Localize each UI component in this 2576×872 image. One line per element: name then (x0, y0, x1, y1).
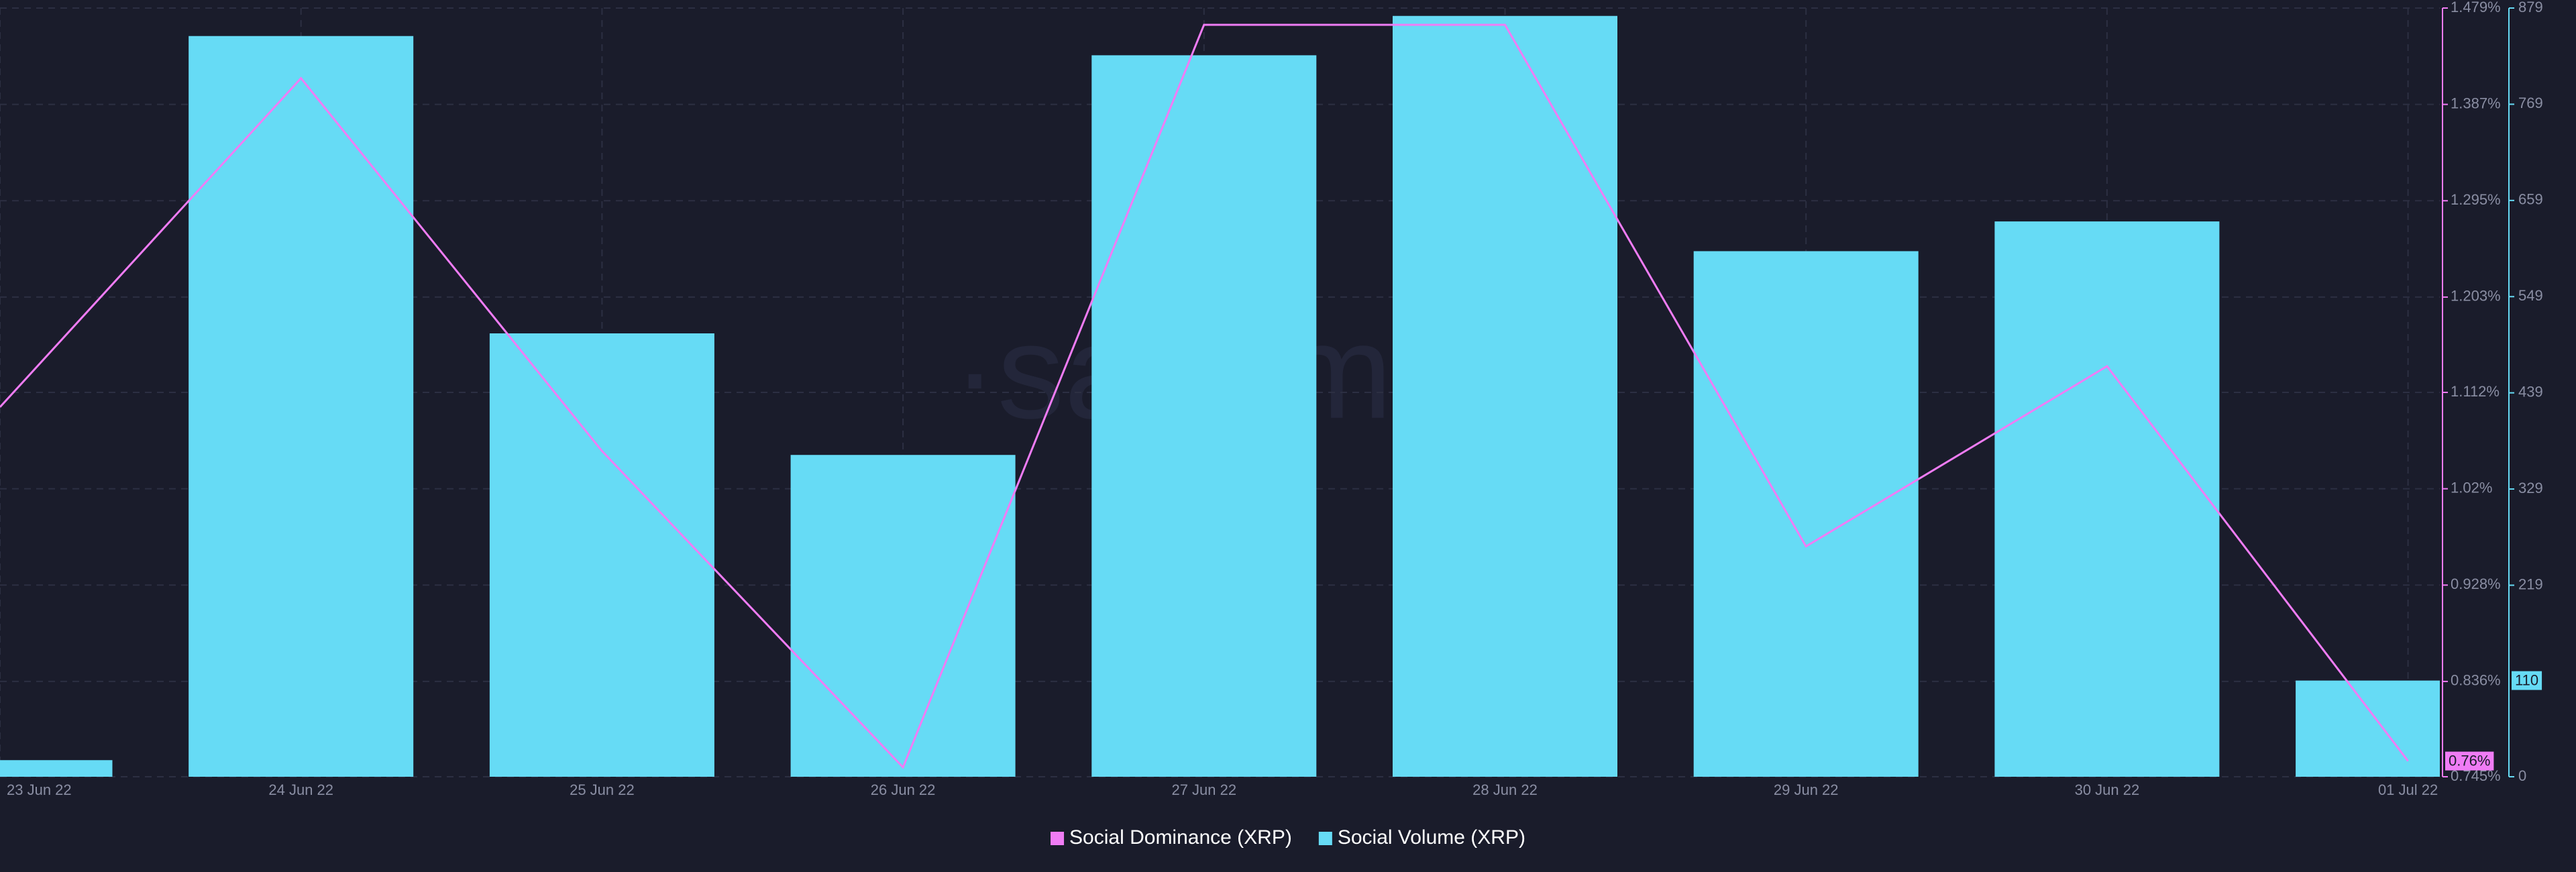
y-tick-label: 0.928% (2451, 576, 2501, 592)
bar (0, 760, 113, 777)
y-tick-label: 0.836% (2451, 672, 2501, 689)
legend-swatch (1051, 832, 1065, 845)
bar (1693, 251, 1919, 777)
line (0, 23, 2409, 769)
bar (1393, 15, 1617, 777)
legend-label: Social Dominance (XRP) (1069, 826, 1292, 849)
legend-swatch (1318, 832, 1332, 845)
bar (790, 455, 1016, 777)
value-box (2445, 751, 2494, 771)
value-box-label: 110 (2515, 671, 2538, 688)
x-tick-label: 28 Jun 22 (1472, 781, 1538, 798)
x-tick-label: 25 Jun 22 (570, 781, 635, 798)
plot-area (0, 15, 2440, 777)
legend-label: Social Volume (XRP) (1338, 826, 1525, 849)
x-tick-label: 29 Jun 22 (1774, 781, 1839, 798)
bar (1091, 55, 1317, 777)
bar (2296, 680, 2440, 777)
y2-tick-label: 0 (2518, 767, 2526, 784)
y2-tick-label: 659 (2518, 191, 2543, 208)
x-tick-label: 23 Jun 22 (7, 781, 72, 798)
x-tick-label: 24 Jun 22 (268, 781, 333, 798)
x-tick-label: 30 Jun 22 (2075, 781, 2140, 798)
bar (189, 36, 414, 777)
y2-tick-label: 769 (2518, 95, 2543, 111)
y-tick-label: 1.02% (2451, 479, 2492, 496)
x-tick-label: 26 Jun 22 (871, 781, 936, 798)
y2-tick-label: 439 (2518, 383, 2543, 400)
y2-tick-label: 549 (2518, 287, 2543, 304)
y-tick-label: 1.112% (2451, 383, 2500, 400)
legend: Social Dominance (XRP) Social Volume (XRP… (1051, 826, 1525, 849)
bar (1994, 221, 2220, 777)
y-tick-label: 1.387% (2451, 95, 2501, 111)
y-tick-label: 1.203% (2451, 288, 2501, 305)
y-tick-label: 1.295% (2451, 191, 2501, 208)
x-tick-label: 27 Jun 22 (1171, 781, 1236, 798)
y2-tick-label: 329 (2518, 480, 2543, 496)
bar (489, 333, 714, 777)
y2-tick-label: 219 (2518, 576, 2543, 592)
value-box-label: 0.76% (2449, 752, 2490, 769)
y-tick-label: 1.479% (2451, 0, 2501, 15)
x-tick-label: 01 Jul 22 (2378, 781, 2438, 798)
value-box (2512, 671, 2542, 690)
y2-tick-label: 879 (2518, 0, 2543, 15)
